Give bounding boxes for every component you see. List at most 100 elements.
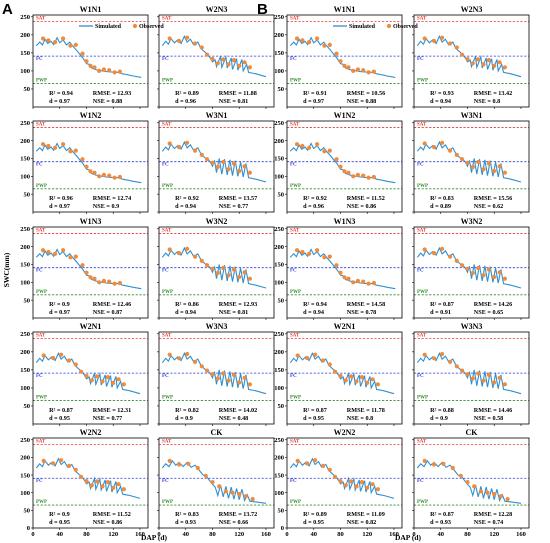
stat-d: d = 0.91 <box>430 309 451 316</box>
stat-nse: NSE = 0.81 <box>219 98 248 105</box>
panel-title: W1N3 <box>334 217 356 226</box>
observed-point <box>322 255 327 260</box>
panel-title: W1N1 <box>334 5 356 14</box>
observed-point <box>338 479 343 484</box>
observed-point <box>432 356 437 361</box>
observed-point <box>167 247 172 252</box>
observed-point <box>497 164 502 169</box>
y-tick-label: 200 <box>274 32 284 39</box>
observed-point <box>498 494 503 499</box>
panel-B-W2N2: W2N2 SAT FC PWP R² = 0.89 RMSE = 11.09 d = 0.9… <box>274 428 403 538</box>
observed-point <box>476 371 481 376</box>
x-tick-label: 0 <box>157 531 160 538</box>
ref-label-SAT: SAT <box>417 122 427 127</box>
observed-point <box>101 172 106 177</box>
observed-point <box>355 278 360 283</box>
observed-point <box>505 497 510 502</box>
observed-point <box>440 351 445 357</box>
observed-point <box>361 279 366 284</box>
observed-point <box>111 485 116 490</box>
ref-label-FC: FC <box>162 57 169 62</box>
observed-point <box>315 36 320 41</box>
observed-point <box>458 473 463 478</box>
panel-title: CK <box>211 428 224 437</box>
observed-point <box>88 169 93 174</box>
ref-label-FC: FC <box>36 57 43 62</box>
ref-label-FC: FC <box>290 57 297 62</box>
panel-title: W1N2 <box>334 111 356 120</box>
panel-frame <box>32 14 149 108</box>
y-tick-label: 250 <box>20 437 30 444</box>
y-tick-label: 200 <box>274 138 284 145</box>
y-tick-label: 50 <box>24 508 31 515</box>
x-tick-label: 160 <box>516 531 526 538</box>
observed-point <box>217 484 222 489</box>
ref-label-PWP: PWP <box>417 184 428 189</box>
observed-point <box>366 281 371 286</box>
stat-nse: NSE = 0.77 <box>93 415 122 422</box>
observed-point <box>481 62 486 67</box>
panel-title: W2N3 <box>461 5 483 14</box>
ref-label-PWP: PWP <box>290 290 301 295</box>
panel-title: W3N2 <box>461 217 483 226</box>
panel-frame <box>413 331 530 425</box>
y-tick-label: 50 <box>24 86 31 93</box>
stat-r2: R² = 0.91 <box>303 90 327 97</box>
observed-point <box>193 148 198 153</box>
observed-point <box>199 364 204 369</box>
panel-A-W1N3: W1N3 SAT FC PWP R² = 0.9 RMSE = 12.46 d = 0.97… <box>20 217 149 320</box>
observed-point <box>492 168 497 174</box>
ref-label-SAT: SAT <box>162 333 172 338</box>
observed-point <box>73 148 78 153</box>
stat-rmse: RMSE = 11.09 <box>347 511 385 518</box>
y-tick-label: 250 <box>274 14 284 21</box>
y-tick-label: 250 <box>20 226 30 233</box>
x-tick-label: 40 <box>310 531 317 538</box>
stat-r2: R² = 0.9 <box>49 301 70 308</box>
y-tick-label: 50 <box>24 403 31 410</box>
observed-point <box>40 248 46 253</box>
observed-point <box>486 58 491 63</box>
stat-r2: R² = 0.93 <box>430 90 454 97</box>
stat-r2: R² = 0.92 <box>175 195 199 202</box>
panel-A-W3N1: W3N1 SAT FC PWP R² = 0.92 RMSE = 13.57 d = 0.9… <box>157 111 275 214</box>
observed-point <box>88 63 93 68</box>
observed-point <box>80 263 85 268</box>
observed-point <box>460 368 465 373</box>
ref-label-FC: FC <box>36 163 43 168</box>
ref-label-SAT: SAT <box>290 122 300 127</box>
observed-point <box>432 462 437 467</box>
stat-d: d = 0.94 <box>175 309 196 316</box>
y-tick-label: 250 <box>274 120 284 127</box>
y-axis-label: SWC(mm) <box>2 252 11 287</box>
observed-point <box>221 57 226 62</box>
observed-point <box>53 145 58 150</box>
observed-point <box>472 484 477 489</box>
observed-point <box>107 173 112 178</box>
ref-label-FC: FC <box>162 479 169 484</box>
observed-point <box>177 145 182 150</box>
ref-label-PWP: PWP <box>417 500 428 505</box>
ref-label-SAT: SAT <box>162 122 172 127</box>
panel-title: W2N1 <box>334 322 356 331</box>
observed-point <box>342 169 347 174</box>
observed-point <box>502 170 507 175</box>
observed-point <box>226 167 231 172</box>
observed-point <box>460 157 465 162</box>
observed-point <box>322 149 327 154</box>
x-tick-label: 160 <box>135 531 145 538</box>
y-tick-label: 50 <box>24 191 31 198</box>
simulated-line <box>35 36 142 78</box>
stat-r2: R² = 0.96 <box>49 195 73 202</box>
y-tick-label: 150 <box>20 156 30 163</box>
observed-point <box>454 364 459 369</box>
x-tick-label: 40 <box>56 531 63 538</box>
y-tick-label: 150 <box>274 50 284 57</box>
observed-point <box>321 358 326 363</box>
ref-label-SAT: SAT <box>290 16 300 21</box>
panel-frame <box>158 14 275 108</box>
observed-point <box>470 270 475 276</box>
observed-point <box>492 63 497 68</box>
observed-point <box>112 175 117 180</box>
